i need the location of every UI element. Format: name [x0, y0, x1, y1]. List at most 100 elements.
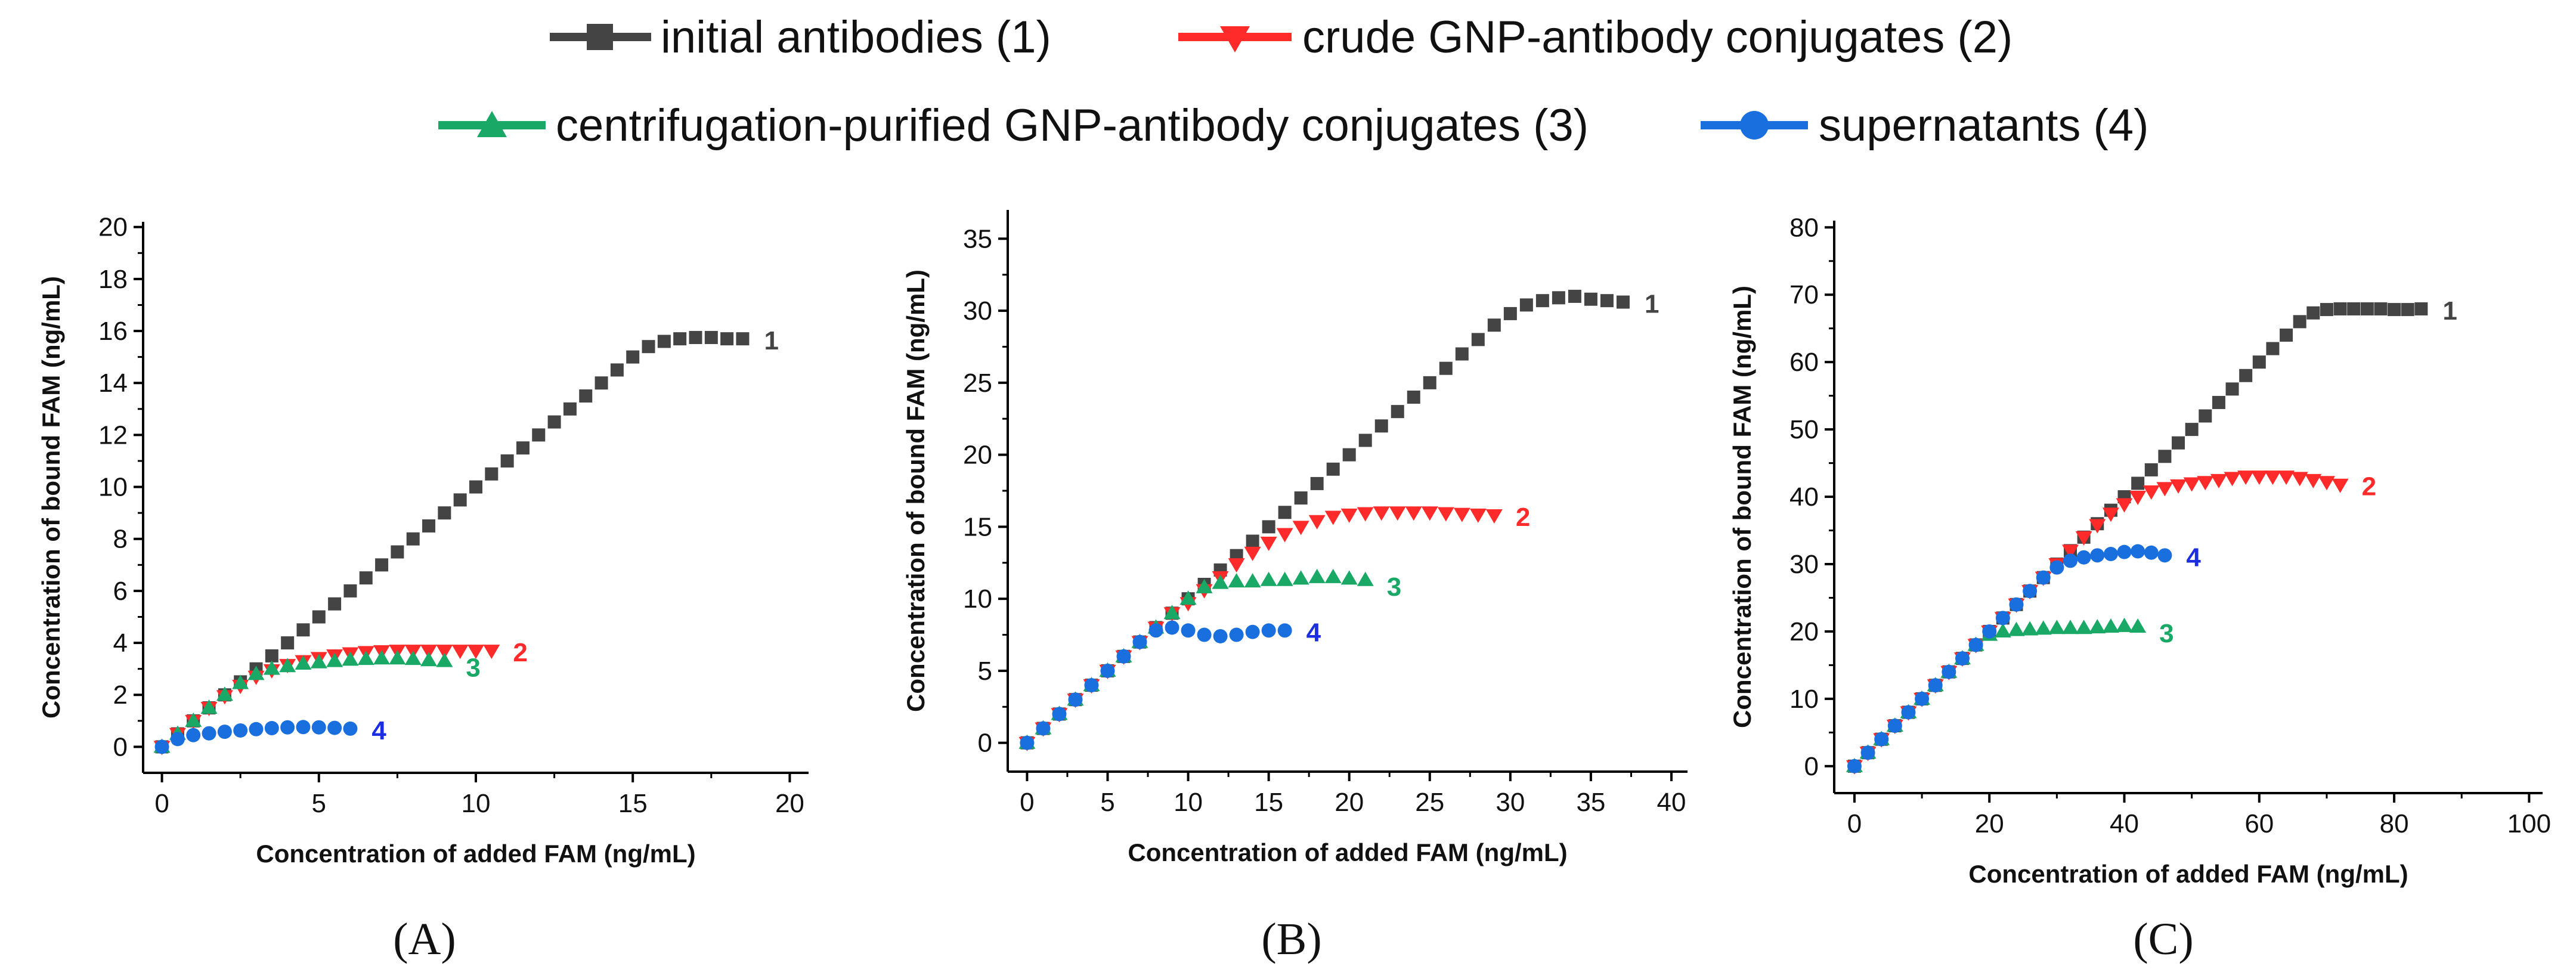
- data-point-s4: [1100, 663, 1115, 678]
- data-point-s1: [2266, 342, 2280, 355]
- data-point-s3: [2075, 620, 2092, 634]
- x-tick-label: 100: [2507, 809, 2551, 838]
- y-tick-label: 20: [1789, 617, 1819, 646]
- data-point-s2: [1228, 558, 1245, 573]
- data-point-s2: [2116, 498, 2133, 513]
- data-point-s2: [2129, 491, 2147, 506]
- data-point-s4: [280, 720, 295, 735]
- data-point-s1: [2374, 302, 2388, 315]
- data-point-s1: [1439, 361, 1453, 375]
- data-point-s1: [2320, 303, 2333, 317]
- data-point-s1: [438, 506, 451, 520]
- data-point-s2: [2102, 507, 2119, 522]
- y-tick-label: 0: [113, 732, 128, 761]
- data-point-s1: [1326, 462, 1340, 476]
- data-point-s3: [357, 651, 374, 665]
- data-point-s3: [342, 651, 359, 666]
- x-tick-label: 10: [1174, 788, 1203, 817]
- data-point-s1: [2172, 436, 2185, 450]
- data-point-s2: [1421, 506, 1438, 521]
- data-point-s3: [2021, 621, 2039, 636]
- legend-label-2: crude GNP-antibody conjugates (2): [1302, 12, 2012, 63]
- x-axis-title: Concentration of added FAM (ng/mL): [1128, 838, 1567, 866]
- data-point-s4: [1068, 692, 1083, 707]
- data-point-s1: [2185, 423, 2199, 437]
- data-point-s1: [720, 332, 734, 346]
- data-point-s4: [233, 723, 248, 738]
- y-tick-label: 10: [1789, 685, 1819, 714]
- data-point-s1: [328, 597, 342, 611]
- legend-entry-4: supernatants (4): [1701, 100, 2148, 151]
- series-end-label-3: 3: [2159, 619, 2174, 648]
- data-point-s2: [2142, 485, 2160, 500]
- data-point-s1: [704, 330, 718, 344]
- panel-label-A: (A): [393, 914, 456, 964]
- data-point-s1: [296, 623, 310, 637]
- data-point-s1: [2199, 409, 2212, 423]
- x-tick-label: 5: [312, 789, 326, 818]
- x-tick-label: 20: [1975, 809, 2004, 838]
- data-point-s4: [2009, 597, 2024, 612]
- data-point-s1: [1600, 294, 1614, 308]
- data-point-s2: [1389, 506, 1406, 521]
- y-axis-title: Concentration of bound FAM (ng/mL): [37, 276, 65, 719]
- data-point-s4: [296, 720, 311, 735]
- data-point-s4: [2157, 548, 2172, 563]
- data-point-s4: [264, 721, 279, 736]
- data-point-s4: [1955, 651, 1970, 666]
- data-point-s1: [736, 332, 750, 346]
- y-tick-label: 18: [98, 265, 128, 294]
- data-point-s2: [1292, 521, 1309, 535]
- series-4: [154, 720, 358, 754]
- data-point-s3: [2062, 620, 2079, 634]
- data-point-s1: [469, 480, 482, 494]
- data-point-s4: [327, 720, 342, 735]
- data-point-s1: [500, 454, 514, 468]
- x-tick-label: 80: [2380, 809, 2409, 838]
- data-point-s4: [1116, 649, 1131, 664]
- data-point-s2: [420, 645, 438, 660]
- data-point-s3: [1276, 571, 1293, 586]
- data-point-s4: [2023, 584, 2038, 599]
- data-point-s1: [406, 532, 420, 546]
- data-point-s4: [2103, 547, 2118, 562]
- series-end-label-1: 1: [2442, 296, 2457, 326]
- data-point-s1: [2347, 302, 2361, 315]
- data-point-s2: [1405, 506, 1422, 521]
- x-tick-label: 20: [1335, 788, 1364, 817]
- data-point-s3: [389, 650, 406, 665]
- y-tick-label: 5: [978, 657, 992, 686]
- x-tick-label: 10: [462, 789, 491, 818]
- data-point-s1: [1552, 291, 1565, 305]
- series-4: [1847, 544, 2172, 773]
- data-point-s4: [2063, 553, 2077, 568]
- data-point-s2: [2075, 531, 2092, 546]
- series-end-label-3: 3: [1387, 572, 1401, 602]
- y-tick-label: 80: [1789, 213, 1819, 242]
- y-tick-label: 16: [98, 317, 128, 346]
- data-point-s1: [1616, 295, 1630, 309]
- data-point-s2: [2062, 544, 2079, 559]
- x-axis-title: Concentration of added FAM (ng/mL): [1968, 860, 2408, 888]
- data-point-s1: [1294, 491, 1308, 505]
- data-point-s1: [1374, 419, 1388, 433]
- y-tick-label: 60: [1789, 348, 1819, 377]
- data-point-s1: [2252, 355, 2266, 369]
- data-point-s3: [1994, 623, 2011, 637]
- series-end-label-4: 4: [371, 716, 386, 745]
- data-point-s1: [673, 332, 687, 346]
- data-point-s2: [1357, 507, 1374, 522]
- legend-marker-3: [477, 111, 507, 137]
- data-point-s2: [483, 645, 500, 660]
- data-point-s3: [247, 665, 265, 680]
- y-tick-label: 20: [98, 213, 128, 242]
- data-point-s4: [1942, 664, 1956, 679]
- y-tick-label: 10: [98, 473, 128, 502]
- data-point-s2: [2332, 478, 2349, 493]
- legend: initial antibodies (1) crude GNP-antibod…: [438, 12, 2148, 151]
- data-point-s2: [1308, 515, 1326, 530]
- data-point-s4: [1874, 732, 1889, 747]
- data-point-s4: [1928, 678, 1943, 693]
- data-point-s4: [1148, 623, 1163, 638]
